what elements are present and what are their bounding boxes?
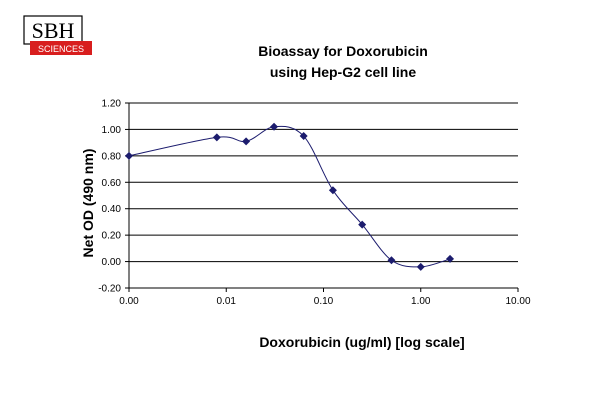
data-point-marker [358, 220, 367, 229]
data-point-marker [125, 151, 133, 160]
x-tick-label: 1.00 [411, 296, 431, 307]
y-tick-label: 0.20 [102, 231, 122, 242]
logo-text-sbh: SBH [32, 18, 75, 43]
x-tick-label: 10.00 [505, 296, 530, 307]
y-tick-label: 0.60 [102, 178, 122, 189]
y-tick-label: -0.20 [98, 284, 121, 295]
sbh-sciences-logo: SBH SCIENCES [23, 15, 92, 55]
x-axis-label: Doxorubicin (ug/ml) [log scale] [259, 334, 464, 350]
data-point-marker [242, 137, 251, 146]
axes [125, 102, 519, 292]
data-point-marker [299, 132, 308, 141]
y-tick-label: 0.00 [102, 257, 122, 268]
x-tick-label: 0.10 [314, 296, 334, 307]
chart-title-line-1: Bioassay for Doxorubicin [258, 43, 428, 59]
series-line [128, 125, 451, 268]
data-points [125, 122, 455, 271]
y-tick-label: 1.00 [102, 125, 122, 136]
data-point-marker [328, 186, 337, 195]
data-point-marker [387, 256, 396, 265]
y-tick-label: 0.40 [102, 204, 122, 215]
chart-title-line-2: using Hep-G2 cell line [270, 64, 416, 80]
data-point-marker [446, 254, 455, 263]
y-axis-label: Net OD (490 nm) [80, 149, 96, 258]
y-tick-label: 1.20 [102, 99, 122, 110]
data-point-marker [212, 133, 221, 142]
data-point-marker [416, 262, 425, 271]
gridlines [129, 102, 518, 289]
y-tick-label: 0.80 [102, 151, 122, 162]
y-tick-labels: -0.20 0.00 0.20 0.40 0.60 0.80 1.00 1.20 [98, 99, 121, 295]
data-point-marker [270, 122, 279, 131]
x-tick-label: 0.01 [217, 296, 237, 307]
logo-red-band [30, 41, 92, 55]
logo-text-sciences: SCIENCES [38, 44, 84, 54]
x-tick-labels: 0.00 0.01 0.10 1.00 10.00 [119, 296, 531, 307]
logo-frame [23, 15, 83, 45]
x-tick-label: 0.00 [119, 296, 139, 307]
